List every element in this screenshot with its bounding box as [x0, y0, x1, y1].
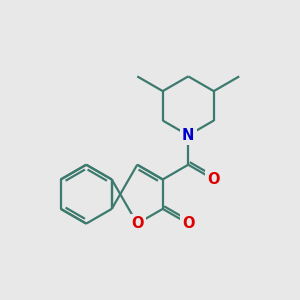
Text: O: O	[182, 216, 194, 231]
Text: O: O	[131, 216, 143, 231]
Text: N: N	[182, 128, 194, 143]
Text: O: O	[208, 172, 220, 187]
